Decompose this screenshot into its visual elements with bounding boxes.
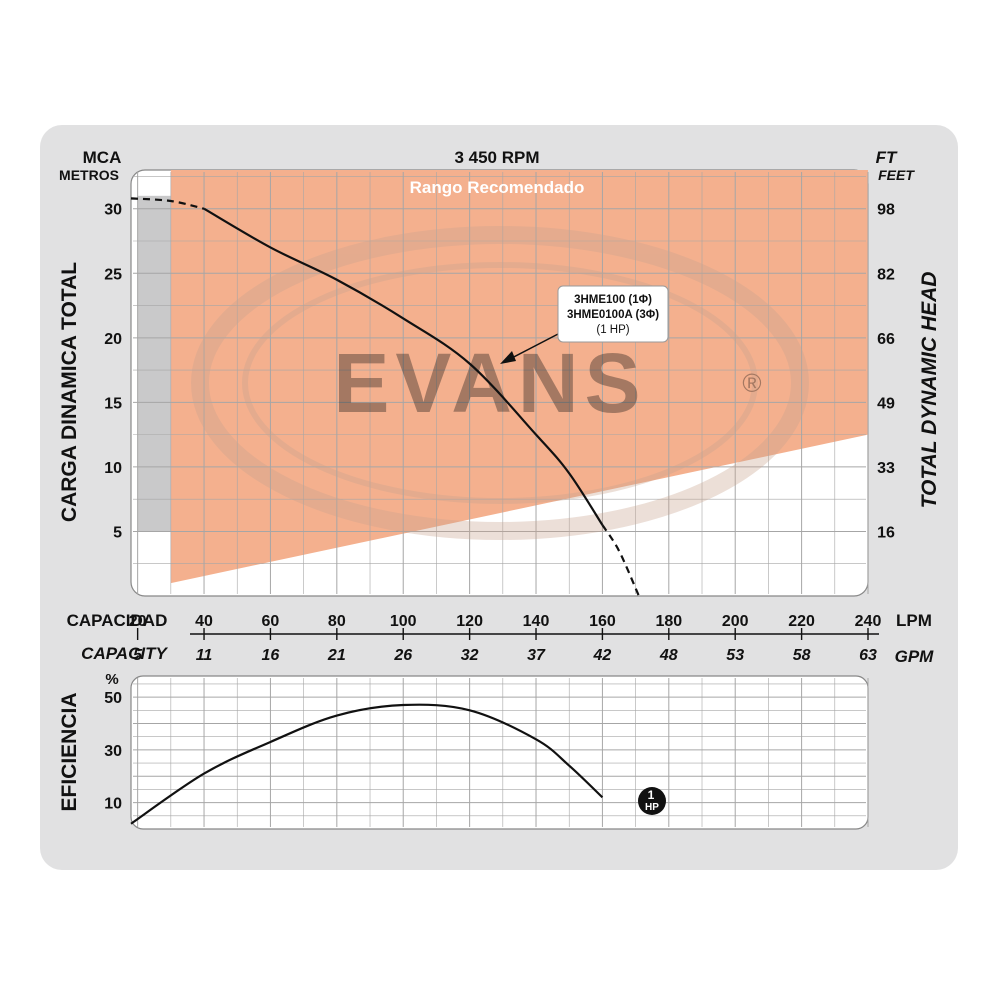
y-tick-label-mca: 5	[113, 524, 122, 541]
left-axis-title: CARGA DINAMICA TOTAL	[58, 262, 81, 522]
callout-model-2: 3HME0100A (3Φ)	[567, 309, 659, 321]
x-tick-label-gpm: 11	[196, 647, 213, 664]
recommended-range-label: Rango Recomendado	[410, 178, 585, 197]
x-tick-label-lpm: 60	[262, 613, 280, 630]
x-tick-label-lpm: 20	[129, 613, 147, 630]
capacity-label-en: CAPACITY	[81, 644, 168, 663]
eff-y-tick-label: 10	[104, 796, 122, 813]
eff-y-tick-label: 30	[104, 743, 122, 760]
x-tick-label-gpm: 32	[461, 647, 479, 664]
right-unit-secondary: FEET	[878, 167, 915, 183]
y-tick-label-ft: 82	[877, 266, 895, 283]
x-tick-label-lpm: 80	[328, 613, 346, 630]
y-tick-label-mca: 20	[104, 331, 122, 348]
efficiency-unit: %	[105, 671, 118, 688]
efficiency-curve	[130, 703, 604, 825]
hp-marker-number: 1	[648, 788, 655, 802]
y-tick-label-ft: 49	[877, 395, 895, 412]
head-curve-solid	[203, 207, 604, 526]
callout-arrow-head	[500, 351, 516, 364]
y-tick-label-ft: 16	[877, 524, 895, 541]
efficiency-plot-area	[130, 675, 869, 830]
y-tick-label-ft: 66	[877, 331, 895, 348]
x-tick-label-gpm: 58	[793, 647, 811, 664]
x-tick-label-gpm: 16	[262, 647, 280, 664]
head-curve-dashed-start	[130, 197, 205, 210]
x-tick-label-lpm: 100	[390, 613, 417, 630]
x-tick-label-lpm: 180	[655, 613, 682, 630]
y-tick-label-mca: 15	[104, 395, 122, 412]
callout-model-3: (1 HP)	[596, 324, 629, 336]
y-tick-label-mca: 25	[104, 266, 122, 283]
x-tick-label-gpm: 53	[726, 647, 744, 664]
x-tick-label-lpm: 160	[589, 613, 616, 630]
chart-title: 3 450 RPM	[454, 148, 539, 167]
x-tick-label-gpm: 5	[133, 647, 143, 664]
head-curve-dashed-end	[601, 524, 640, 597]
x-tick-label-gpm: 42	[593, 647, 612, 664]
hp-marker: 1 HP	[638, 787, 666, 815]
callout-arrow-line	[507, 332, 561, 361]
gray-band	[137, 195, 171, 532]
x-tick-label-lpm: 40	[195, 613, 213, 630]
gpm-unit: GPM	[895, 647, 935, 666]
evans-watermark: EVANS ®	[191, 226, 809, 540]
model-callout: 3HME100 (1Φ) 3HME0100A (3Φ) (1 HP)	[500, 285, 669, 364]
watermark-registered: ®	[742, 368, 761, 398]
x-tick-label-gpm: 63	[859, 647, 877, 664]
x-tick-label-lpm: 120	[456, 613, 483, 630]
left-unit-secondary: METROS	[59, 167, 119, 183]
hp-marker-circle	[638, 787, 666, 815]
x-tick-label-gpm: 37	[527, 647, 546, 664]
left-unit-primary: MCA	[83, 148, 122, 167]
lpm-unit: LPM	[896, 611, 932, 630]
efficiency-axis-title: EFICIENCIA	[58, 692, 81, 811]
watermark-text: EVANS	[333, 336, 646, 430]
y-tick-label-mca: 10	[104, 460, 122, 477]
x-tick-label-gpm: 48	[659, 647, 678, 664]
hp-marker-unit: HP	[645, 802, 659, 813]
y-tick-label-ft: 33	[877, 460, 895, 477]
y-tick-label-ft: 98	[877, 202, 895, 219]
x-tick-label-gpm: 26	[393, 647, 412, 664]
right-axis-title: TOTAL DYNAMIC HEAD	[918, 272, 941, 509]
callout-model-1: 3HME100 (1Φ)	[574, 294, 652, 306]
capacity-label-es: CAPACIDAD	[67, 611, 168, 630]
right-unit-primary: FT	[876, 148, 898, 167]
callout-box	[557, 285, 669, 343]
y-tick-label-mca: 30	[104, 202, 122, 219]
x-tick-label-lpm: 200	[722, 613, 749, 630]
x-tick-label-lpm: 240	[855, 613, 882, 630]
x-tick-label-gpm: 21	[327, 647, 346, 664]
x-tick-label-lpm: 220	[788, 613, 815, 630]
x-tick-label-lpm: 140	[523, 613, 550, 630]
eff-y-tick-label: 50	[104, 690, 122, 707]
